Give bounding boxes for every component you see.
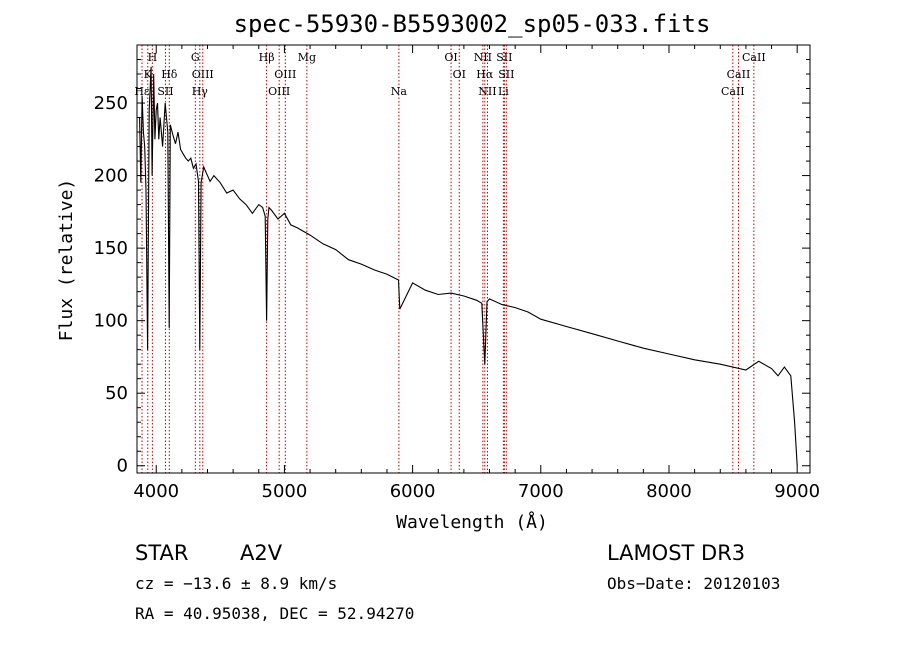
y-tick-label: 0 xyxy=(117,456,128,477)
y-tick-label: 100 xyxy=(94,311,128,332)
ra-dec-readout: RA = 40.95038, DEC = 52.94270 xyxy=(135,604,414,623)
spectrum-line xyxy=(139,66,798,466)
x-tick-label: 8000 xyxy=(646,481,692,502)
line-label: CaII xyxy=(721,85,745,98)
y-tick-label: 50 xyxy=(105,383,128,404)
y-tick-label: 150 xyxy=(94,238,128,259)
line-label: OIII xyxy=(192,68,214,81)
line-label: Hδ xyxy=(161,68,178,81)
line-label: NII xyxy=(474,51,492,64)
survey-name: LAMOST DR3 xyxy=(607,541,745,565)
x-axis-label: Wavelength (Å) xyxy=(396,511,548,533)
line-label: Hβ xyxy=(259,51,275,64)
spectral-subclass: A2V xyxy=(240,541,283,565)
y-tick-label: 250 xyxy=(94,93,128,114)
line-label: Na xyxy=(391,85,408,98)
y-axis-label: Flux (relative) xyxy=(56,179,77,342)
x-tick-label: 7000 xyxy=(518,481,564,502)
line-label: SII xyxy=(496,51,512,64)
line-label: Li xyxy=(498,85,509,98)
line-label: Hα xyxy=(476,68,494,81)
line-label: Hγ xyxy=(192,85,209,98)
line-label: SII xyxy=(157,85,173,98)
y-tick-label: 200 xyxy=(94,166,128,187)
line-label: OIII xyxy=(268,85,290,98)
obs-date: Obs−Date: 20120103 xyxy=(607,574,780,593)
redshift-readout: cz = −13.6 ± 8.9 km/s xyxy=(135,574,337,593)
line-label: NII xyxy=(478,85,496,98)
line-label: K xyxy=(144,68,153,81)
plot-area: 4000 5000 6000 7000 8000 9000 0 50 100 150 200 250… xyxy=(94,44,820,502)
line-label: SII xyxy=(498,68,514,81)
line-label: CaII xyxy=(727,68,751,81)
line-label: Mg xyxy=(298,51,316,64)
x-tick-label: 6000 xyxy=(390,481,436,502)
line-label: OI xyxy=(453,68,466,81)
line-label: OIII xyxy=(274,68,296,81)
chart-title: spec-55930-B5593002_sp05-033.fits xyxy=(234,10,711,38)
line-label: G xyxy=(191,51,200,64)
x-axis-ticks: 4000 5000 6000 7000 8000 9000 xyxy=(133,45,820,502)
line-label: CaII xyxy=(742,51,766,64)
y-axis-ticks: 0 50 100 150 200 250 xyxy=(94,59,810,477)
x-tick-label: 5000 xyxy=(262,481,308,502)
plot-frame xyxy=(136,44,811,474)
emission-line-markers xyxy=(141,45,755,473)
line-label: H xyxy=(148,51,158,64)
object-class: STAR xyxy=(135,541,188,565)
line-label: OI xyxy=(444,51,457,64)
line-label: Hε xyxy=(134,85,150,98)
x-tick-label: 4000 xyxy=(133,481,179,502)
x-tick-label: 9000 xyxy=(774,481,820,502)
